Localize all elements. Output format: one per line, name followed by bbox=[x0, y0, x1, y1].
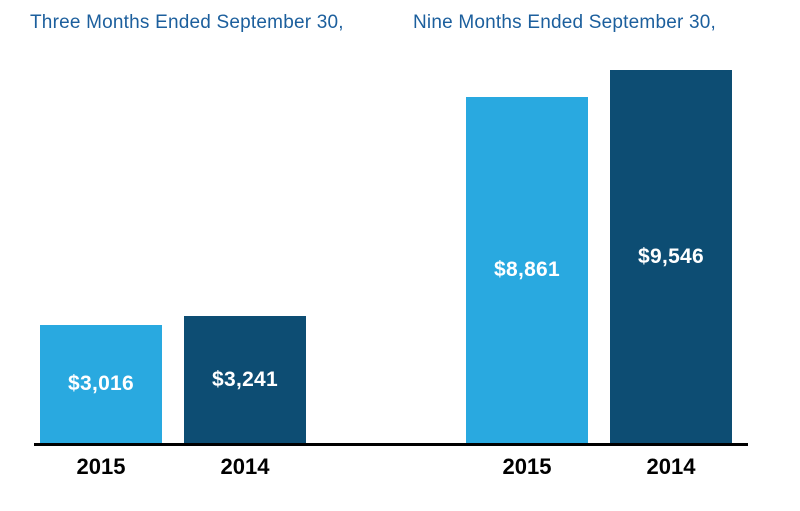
group-header-nine-months: Nine Months Ended September 30, bbox=[413, 12, 716, 33]
x-axis-line bbox=[34, 443, 748, 446]
bar-three-months-2014: $3,241 bbox=[184, 316, 306, 443]
bar-nine-months-2014: $9,546 bbox=[610, 70, 732, 443]
bar-three-months-2015: $3,016 bbox=[40, 325, 162, 443]
bar-value-label: $3,016 bbox=[67, 372, 135, 395]
bar-value-label: $9,546 bbox=[637, 244, 705, 268]
x-tick-label-2014: 2014 bbox=[220, 454, 270, 479]
group-header-three-months: Three Months Ended September 30, bbox=[30, 12, 344, 33]
x-tick-label-2015: 2015 bbox=[502, 454, 552, 479]
bar-nine-months-2015: $8,861 bbox=[466, 97, 588, 443]
plot-area: $3,016 $3,241 $8,861 $9,546 bbox=[0, 70, 800, 446]
bar-value-label: $8,861 bbox=[493, 258, 561, 281]
x-tick-label-2015: 2015 bbox=[76, 454, 126, 479]
bar-value-label: $3,241 bbox=[211, 367, 279, 391]
x-axis-labels: 2015 2014 2015 2014 bbox=[0, 454, 800, 486]
x-tick-label-2014: 2014 bbox=[646, 454, 696, 479]
